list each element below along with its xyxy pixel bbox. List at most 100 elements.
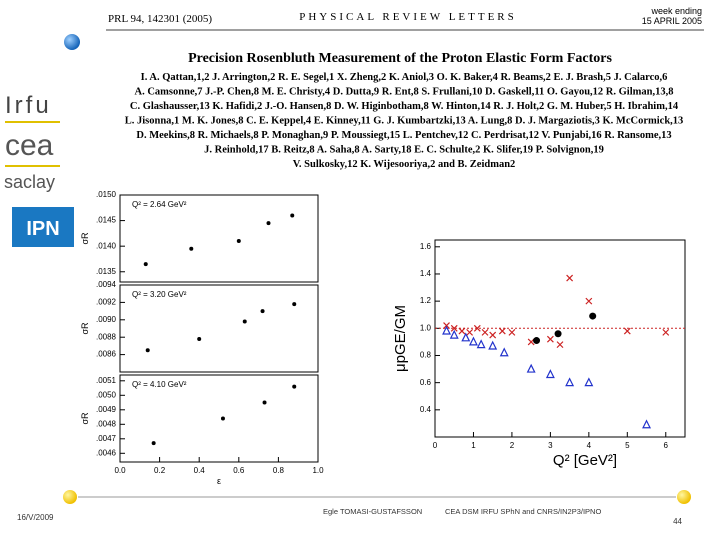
point [623, 327, 631, 335]
x-tick-label: 0.8 [273, 466, 285, 475]
x-tick-label: 0.2 [154, 466, 166, 475]
point [290, 213, 295, 218]
y-tick-label: .0092 [96, 298, 117, 307]
x-axis-label: ε [217, 476, 221, 486]
point [499, 347, 509, 357]
footer-author: Egle TOMASI-GUSTAFSSON [323, 507, 422, 516]
y-axis-label: σR [80, 412, 90, 425]
point [489, 331, 497, 339]
point [473, 324, 481, 332]
y-tick-label: .0086 [96, 350, 117, 359]
plot-frame [119, 194, 319, 283]
point [242, 319, 247, 324]
y-tick-label: 1.2 [420, 296, 432, 305]
panel-label: Q² = 4.10 GeV² [132, 380, 187, 389]
panel-label: Q² = 2.64 GeV² [132, 200, 187, 209]
point [260, 309, 265, 314]
y-tick-label: .0140 [96, 241, 117, 250]
point [443, 322, 450, 330]
point [197, 336, 202, 341]
y-axis-label: μpGE/GM [392, 305, 409, 372]
blue-ball [64, 34, 80, 50]
point [220, 416, 225, 421]
point [449, 329, 459, 339]
author-line: V. Sulkosky,12 K. Wijesooriya,2 and B. Z… [293, 159, 516, 170]
logo-ipn-box [12, 207, 74, 247]
y-tick-label: 1.0 [420, 323, 432, 332]
week: week ending [650, 6, 702, 16]
plot-frame [434, 239, 686, 438]
point [566, 274, 574, 282]
point [442, 325, 452, 335]
x-tick-label: 1 [471, 441, 476, 450]
point [143, 262, 148, 267]
y-tick-label: .0048 [96, 419, 117, 428]
x-tick-label: 1.0 [312, 466, 324, 475]
y-axis-label: σR [80, 232, 90, 245]
y-tick-label: .0050 [96, 390, 117, 399]
y-tick-label: 1.4 [420, 269, 432, 278]
point [488, 340, 498, 350]
point [262, 400, 267, 405]
x-tick-label: 4 [587, 441, 592, 450]
point [266, 221, 271, 226]
x-tick-label: 2 [510, 441, 515, 450]
footer-date: 16/V/2009 [17, 513, 54, 522]
footer-affiliation: CEA DSM IRFU SPhN and CNRS/IN2P3/IPNO [445, 507, 601, 516]
author-line: I. A. Qattan,1,2 J. Arrington,2 R. E. Se… [141, 72, 668, 83]
y-tick-label: .0135 [96, 267, 117, 276]
y-tick-label: .0051 [96, 376, 117, 385]
logo-cea: cea [5, 129, 54, 162]
page-number: 44 [673, 517, 682, 526]
point [476, 339, 486, 349]
point [145, 348, 150, 353]
point [526, 363, 536, 373]
x-tick-label: 0.0 [114, 466, 126, 475]
yellow-ball [677, 490, 691, 504]
y-tick-label: 0.6 [420, 378, 432, 387]
journal-ref: PRL 94, 142301 (2005) [108, 13, 212, 25]
point [236, 239, 241, 244]
point [642, 419, 652, 429]
y-tick-label: .0047 [96, 434, 117, 443]
plot-frame [119, 284, 319, 373]
y-tick-label: .0150 [96, 190, 117, 199]
logo-ipn: IPN [26, 218, 59, 240]
point [151, 441, 156, 446]
plot-frame [119, 374, 319, 463]
point [458, 327, 466, 335]
point [189, 246, 194, 251]
yellow-ball [63, 490, 77, 504]
point [662, 328, 670, 336]
author-line: J. Reinhold,17 B. Reitz,8 A. Saha,8 A. S… [204, 145, 604, 156]
point [585, 297, 593, 305]
author-line: D. Meekins,8 R. Michaels,8 P. Monaghan,9… [136, 130, 671, 141]
y-tick-label: .0094 [96, 280, 117, 289]
x-tick-label: 6 [664, 441, 669, 450]
author-line: L. Jisonna,1 M. K. Jones,8 C. E. Keppel,… [125, 116, 684, 127]
point [589, 312, 597, 320]
x-tick-label: 0.6 [233, 466, 245, 475]
author-line: C. Glashausser,13 K. Hafidi,2 J.-O. Hans… [130, 101, 679, 112]
point [545, 369, 555, 379]
panel-label: Q² = 3.20 GeV² [132, 290, 187, 299]
x-tick-label: 0.4 [194, 466, 206, 475]
point [554, 330, 562, 338]
point [533, 337, 541, 345]
point [546, 335, 554, 343]
point [461, 332, 471, 342]
point [481, 328, 489, 336]
y-axis-label: σR [80, 322, 90, 335]
author-line: A. Camsonne,7 J.-P. Chen,8 M. E. Christy… [135, 87, 674, 98]
logo-saclay: saclay [4, 172, 55, 192]
y-tick-label: .0088 [96, 332, 117, 341]
point [556, 341, 564, 349]
y-tick-label: .0145 [96, 216, 117, 225]
point [584, 377, 594, 387]
paper-title: Precision Rosenbluth Measurement of the … [188, 51, 612, 66]
authors: I. A. Qattan,1,2 J. Arrington,2 R. E. Se… [125, 72, 684, 170]
point [468, 336, 478, 346]
point [292, 302, 297, 307]
x-axis-label: Q² [GeV²] [553, 452, 617, 469]
